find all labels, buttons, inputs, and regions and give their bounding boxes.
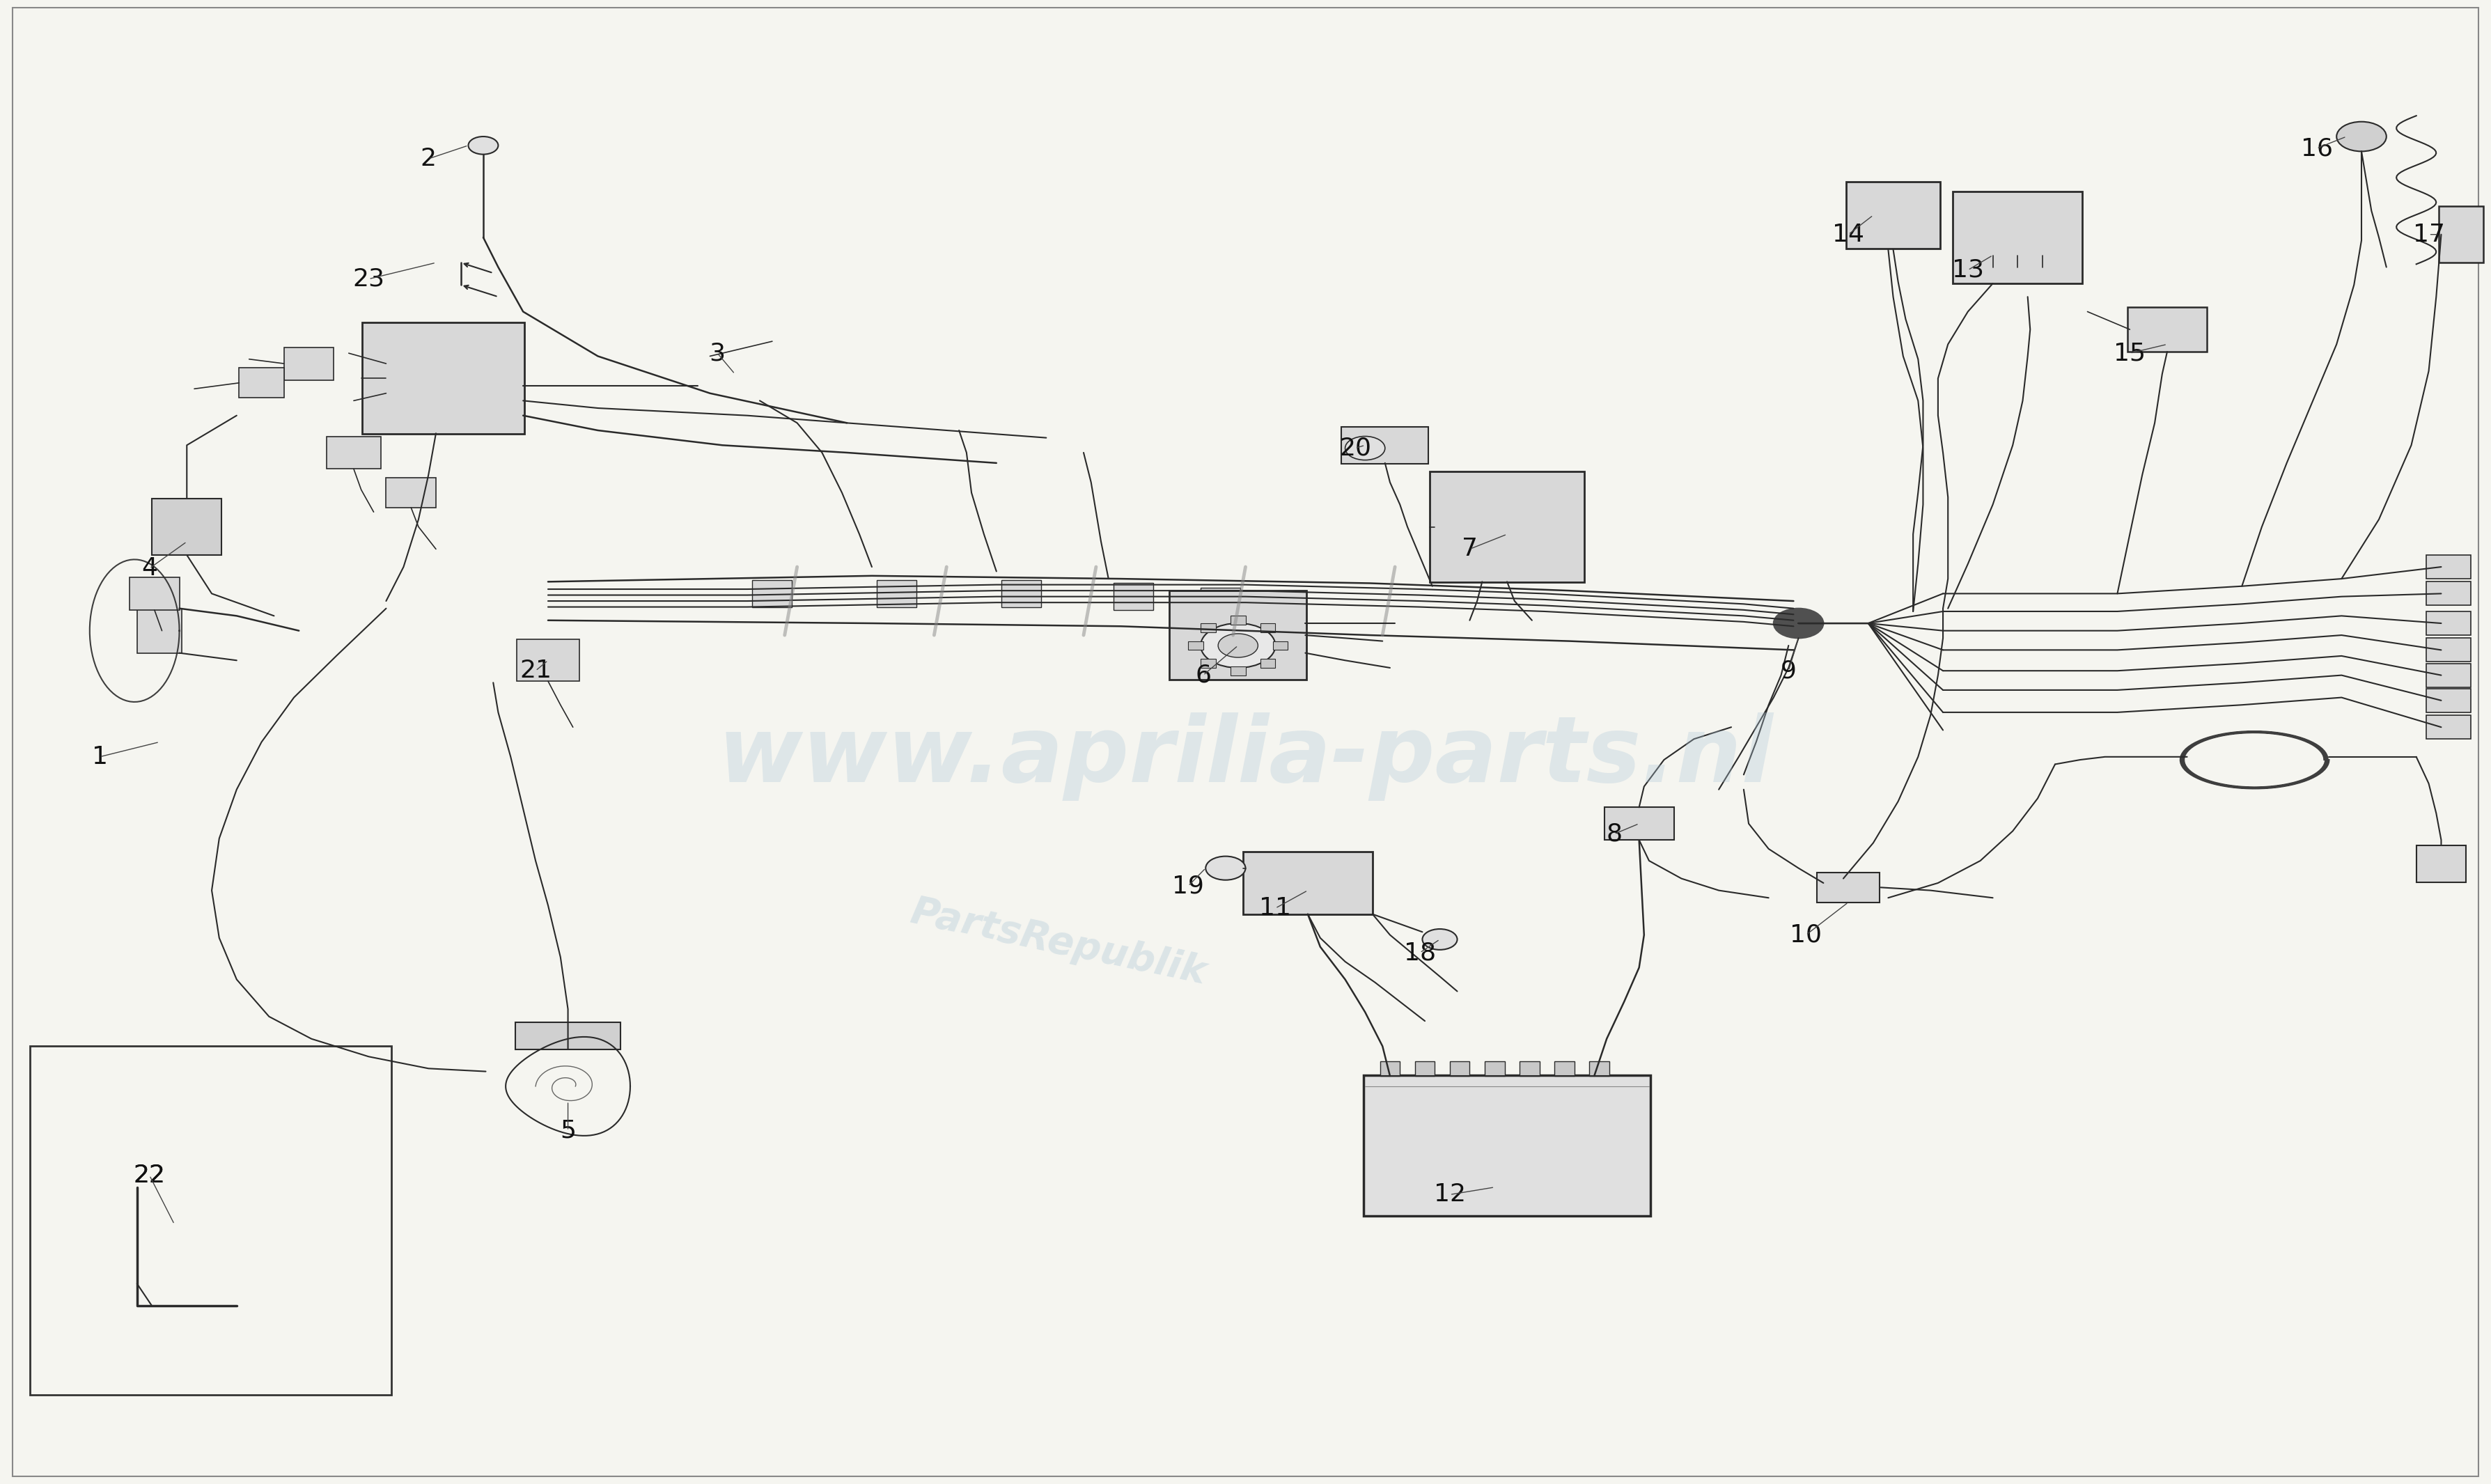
Bar: [137, 608, 182, 653]
Bar: [130, 577, 179, 610]
Text: 17: 17: [2414, 223, 2444, 246]
Bar: [1273, 641, 1288, 650]
Bar: [284, 347, 334, 380]
Bar: [1231, 616, 1246, 625]
Text: PartsRepublik: PartsRepublik: [907, 892, 1211, 993]
Bar: [386, 478, 436, 508]
Bar: [1001, 580, 1041, 607]
Bar: [1365, 1074, 1649, 1217]
Text: 18: 18: [1405, 941, 1435, 965]
Circle shape: [1206, 856, 1246, 880]
Bar: [2426, 715, 2471, 739]
Bar: [1113, 583, 1153, 610]
Text: 9: 9: [1781, 659, 1796, 683]
Bar: [1171, 591, 1305, 680]
Text: 6: 6: [1196, 663, 1211, 687]
Bar: [152, 499, 222, 555]
Text: 12: 12: [1435, 1183, 1465, 1206]
Circle shape: [1422, 929, 1457, 950]
Circle shape: [468, 137, 498, 154]
Bar: [2426, 555, 2471, 579]
Bar: [30, 1046, 391, 1395]
Text: 22: 22: [135, 1163, 164, 1187]
Text: 1: 1: [92, 745, 107, 769]
Text: 15: 15: [2115, 341, 2145, 365]
Bar: [2426, 582, 2471, 605]
Bar: [1589, 1061, 1609, 1076]
Bar: [752, 580, 792, 607]
Bar: [1415, 1061, 1435, 1076]
Circle shape: [1218, 634, 1258, 657]
Bar: [2426, 663, 2471, 687]
Bar: [1201, 659, 1216, 668]
Bar: [1953, 191, 2082, 283]
Bar: [1816, 873, 1881, 902]
Bar: [2127, 307, 2207, 352]
Bar: [1201, 588, 1241, 614]
Text: 23: 23: [354, 267, 384, 291]
Bar: [1260, 623, 1275, 632]
Text: 22: 22: [135, 1163, 164, 1187]
Text: 21: 21: [521, 659, 551, 683]
Bar: [2416, 844, 2466, 881]
Circle shape: [1345, 436, 1385, 460]
Bar: [2426, 611, 2471, 635]
Bar: [1188, 641, 1203, 650]
Text: www.aprilia-parts.nl: www.aprilia-parts.nl: [717, 712, 1774, 801]
Text: 5: 5: [560, 1119, 575, 1143]
Bar: [239, 368, 284, 398]
Text: 19: 19: [1173, 874, 1203, 898]
Bar: [1604, 807, 1674, 840]
Bar: [1380, 1061, 1400, 1076]
Bar: [516, 1022, 620, 1049]
Text: 16: 16: [2302, 137, 2332, 160]
Bar: [364, 324, 523, 433]
Circle shape: [2337, 122, 2386, 151]
Circle shape: [1774, 608, 1823, 638]
Bar: [1520, 1061, 1539, 1076]
Bar: [1430, 472, 1584, 583]
Bar: [326, 436, 381, 469]
Bar: [877, 580, 917, 607]
Text: 13: 13: [1953, 258, 1983, 282]
Bar: [1201, 623, 1216, 632]
Text: 14: 14: [1833, 223, 1863, 246]
Bar: [1343, 427, 1430, 463]
Text: 10: 10: [1791, 923, 1821, 947]
Bar: [1485, 1061, 1505, 1076]
Bar: [2426, 689, 2471, 712]
Bar: [2439, 206, 2484, 263]
Text: 2: 2: [421, 147, 436, 171]
Bar: [2426, 638, 2471, 662]
Bar: [1231, 666, 1246, 675]
Circle shape: [1201, 623, 1275, 668]
Text: 3: 3: [710, 341, 725, 365]
Text: 4: 4: [142, 556, 157, 580]
Bar: [1846, 181, 1940, 248]
Text: 8: 8: [1607, 822, 1622, 846]
Text: 7: 7: [1462, 537, 1477, 561]
Bar: [1260, 659, 1275, 668]
Bar: [1243, 852, 1373, 914]
Bar: [518, 640, 578, 681]
Bar: [1554, 1061, 1574, 1076]
Bar: [1450, 1061, 1470, 1076]
Text: 11: 11: [1260, 896, 1290, 920]
Text: 20: 20: [1340, 436, 1370, 460]
